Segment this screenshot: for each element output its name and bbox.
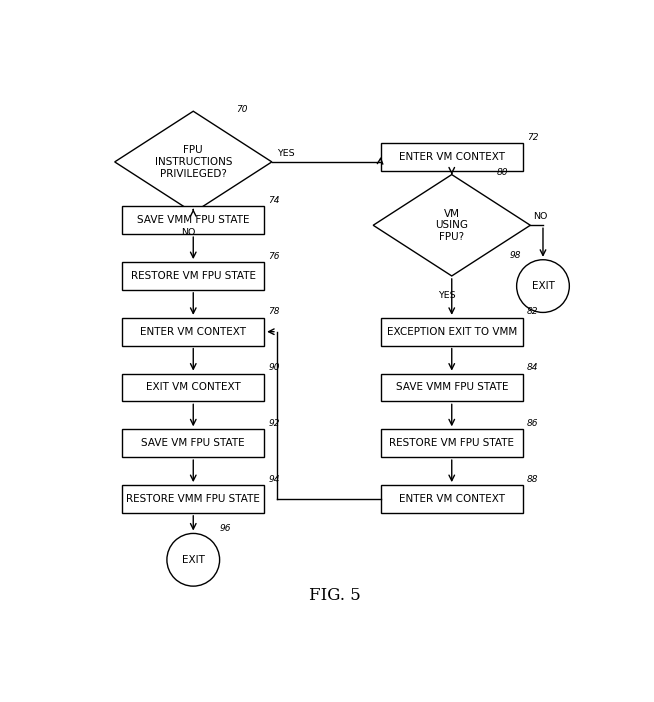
Bar [122, 429, 264, 457]
Text: YES: YES [438, 291, 455, 300]
Bar [381, 429, 523, 457]
Bar [381, 485, 523, 513]
Text: NO: NO [181, 227, 196, 237]
Bar [122, 318, 264, 345]
Text: SAVE VMM FPU STATE: SAVE VMM FPU STATE [396, 383, 508, 392]
Text: ENTER VM CONTEXT: ENTER VM CONTEXT [399, 494, 505, 504]
Text: RESTORE VM FPU STATE: RESTORE VM FPU STATE [389, 438, 514, 448]
Text: 96: 96 [220, 524, 231, 534]
Text: ENTER VM CONTEXT: ENTER VM CONTEXT [140, 326, 247, 337]
Text: RESTORE VMM FPU STATE: RESTORE VMM FPU STATE [126, 494, 260, 504]
Text: VM
USING
FPU?: VM USING FPU? [436, 208, 468, 242]
Text: 80: 80 [496, 168, 508, 177]
Text: SAVE VM FPU STATE: SAVE VM FPU STATE [141, 438, 245, 448]
Text: 90: 90 [268, 363, 280, 372]
Bar [122, 262, 264, 290]
Text: EXCEPTION EXIT TO VMM: EXCEPTION EXIT TO VMM [387, 326, 517, 337]
Text: 94: 94 [268, 475, 280, 484]
Text: EXIT: EXIT [182, 555, 205, 565]
Bar [381, 143, 523, 171]
Text: 78: 78 [268, 307, 280, 317]
Circle shape [167, 534, 220, 586]
Text: YES: YES [277, 149, 294, 158]
Circle shape [517, 260, 570, 312]
Bar [122, 485, 264, 513]
Polygon shape [114, 111, 272, 213]
Bar [122, 206, 264, 234]
Bar [381, 318, 523, 345]
Text: NO: NO [533, 212, 547, 221]
Text: 88: 88 [526, 475, 538, 484]
Text: 82: 82 [526, 307, 538, 317]
Text: EXIT: EXIT [532, 281, 555, 291]
Text: 84: 84 [526, 363, 538, 372]
Text: FIG. 5: FIG. 5 [309, 587, 361, 604]
Text: 92: 92 [268, 419, 280, 428]
Text: ENTER VM CONTEXT: ENTER VM CONTEXT [399, 152, 505, 162]
Text: 98: 98 [510, 251, 521, 260]
Text: 72: 72 [526, 133, 538, 142]
Text: 76: 76 [268, 252, 280, 260]
Text: 74: 74 [268, 196, 280, 205]
Text: 86: 86 [526, 419, 538, 428]
Polygon shape [373, 175, 530, 276]
Text: RESTORE VM FPU STATE: RESTORE VM FPU STATE [131, 271, 256, 281]
Text: FPU
INSTRUCTIONS
PRIVILEGED?: FPU INSTRUCTIONS PRIVILEGED? [154, 145, 232, 178]
Text: EXIT VM CONTEXT: EXIT VM CONTEXT [146, 383, 241, 392]
Bar [122, 373, 264, 402]
Text: 70: 70 [236, 105, 248, 114]
Text: SAVE VMM FPU STATE: SAVE VMM FPU STATE [137, 216, 250, 225]
Bar [381, 373, 523, 402]
